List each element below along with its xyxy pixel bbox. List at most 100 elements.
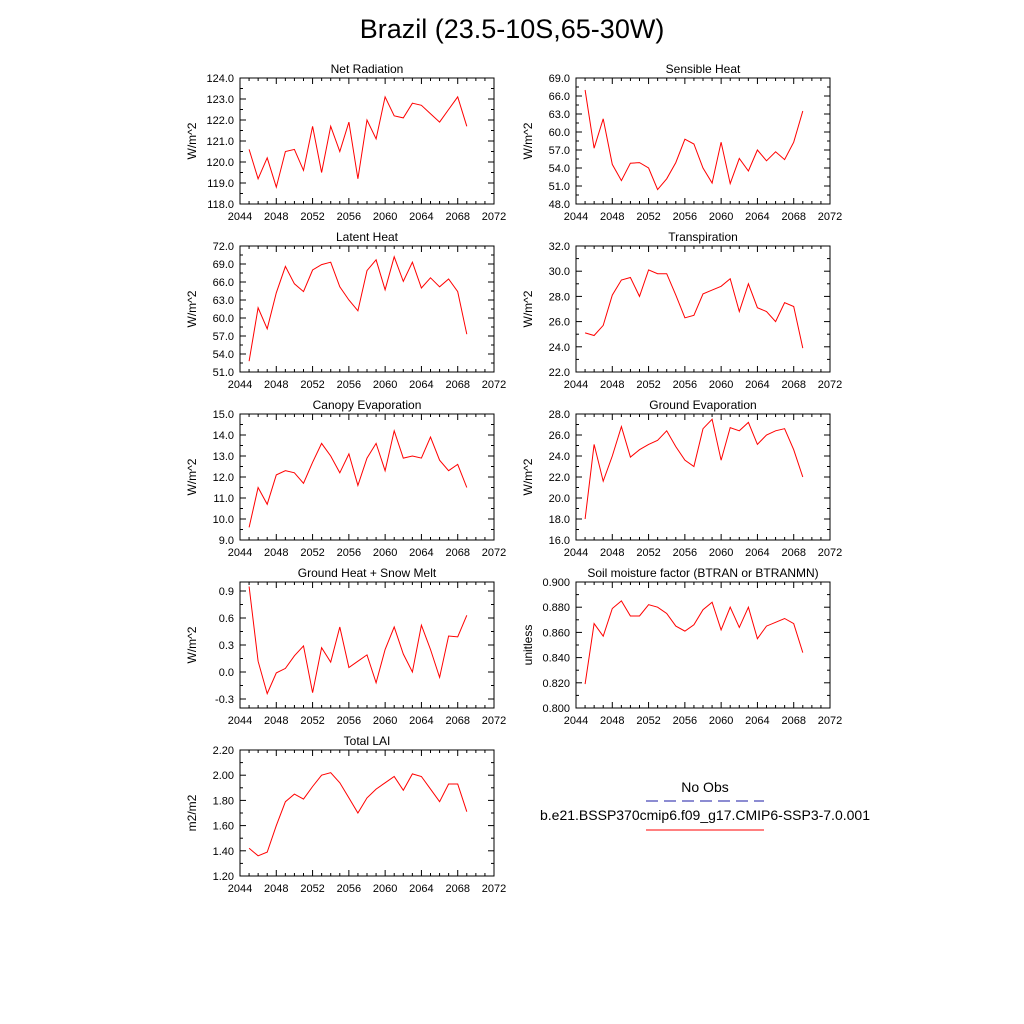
panel-6-title: Ground Evaporation	[649, 398, 756, 412]
panel-2-xtick-label: 2068	[781, 211, 805, 223]
panel-1-xtick-label: 2048	[264, 211, 288, 223]
panel-6-ytick-label: 16.0	[549, 535, 570, 547]
panel-9-title: Total LAI	[344, 734, 391, 748]
panel-7-ytick-label: 0.0	[219, 667, 234, 679]
panel-4-ytick-label: 24.0	[549, 342, 570, 354]
panel-4-xtick-label: 2056	[673, 379, 697, 391]
panel-6-ytick-label: 28.0	[549, 409, 570, 421]
panel-3-ytick-label: 63.0	[213, 295, 234, 307]
panel-6-series-line	[584, 418, 804, 520]
panel-9-ytick-label: 2.20	[213, 745, 234, 757]
panel-1-xtick-label: 2044	[228, 211, 252, 223]
panel-5-title: Canopy Evaporation	[313, 398, 422, 412]
panel-1-ytick-label: 122.0	[206, 115, 234, 127]
panel-3-ytick-label: 54.0	[213, 349, 234, 361]
panel-5-ytick-label: 13.0	[213, 451, 234, 463]
panel-1-ytick-label: 119.0	[207, 178, 234, 190]
panel-1-frame	[239, 77, 495, 205]
panel-4-ytick-label: 32.0	[549, 241, 570, 253]
panel-7-ytick-label: 0.6	[219, 613, 234, 625]
panel-8-ytick-label: 0.800	[542, 703, 570, 715]
panel-1-ytick-label: 123.0	[206, 94, 234, 106]
panel-2-xtick-label: 2052	[636, 211, 660, 223]
panel-5-xtick-label: 2072	[482, 547, 506, 559]
panel-6-ytick-label: 22.0	[549, 472, 570, 484]
legend-obs-label: No Obs	[681, 779, 729, 795]
panel-2-xtick-label: 2064	[745, 211, 769, 223]
panel-3-ylabel: W/m^2	[185, 290, 199, 327]
panel-3-title: Latent Heat	[336, 230, 399, 244]
panel-6-xtick-label: 2072	[818, 547, 842, 559]
panel-8-ytick-label: 0.840	[542, 653, 570, 665]
panel-5-ylabel: W/m^2	[185, 458, 199, 495]
panel-9-frame	[239, 749, 495, 877]
panel-3-xtick-label: 2044	[228, 379, 252, 391]
panel-3-frame	[239, 245, 495, 373]
panel-8-title: Soil moisture factor (BTRAN or BTRANMN)	[587, 566, 818, 580]
panel-2-xtick-label: 2060	[709, 211, 733, 223]
panel-4-ytick-label: 22.0	[549, 367, 570, 379]
panel-6-xtick-label: 2052	[636, 547, 660, 559]
panel-2-ytick-label: 51.0	[549, 181, 570, 193]
panel-7-ytick-label: -0.3	[215, 694, 234, 706]
panel-3-xtick-label: 2048	[264, 379, 288, 391]
panel-2-ytick-label: 66.0	[549, 91, 570, 103]
panel-2-ytick-label: 69.0	[549, 73, 570, 85]
panel-2-ytick-label: 54.0	[549, 163, 570, 175]
panel-8-frame	[575, 581, 831, 709]
panel-2-xtick-label: 2072	[818, 211, 842, 223]
panel-8-xtick-label: 2048	[600, 715, 624, 727]
panel-9-xtick-label: 2064	[409, 883, 433, 895]
panel-9-xtick-label: 2048	[264, 883, 288, 895]
panel-9-ytick-label: 2.00	[213, 770, 234, 782]
panel-2-ytick-label: 57.0	[549, 145, 570, 157]
panel-8-ylabel: unitless	[521, 625, 535, 666]
panel-4-ytick-label: 30.0	[549, 266, 570, 278]
panel-5-series-line	[248, 428, 468, 528]
panel-2-xtick-label: 2044	[564, 211, 588, 223]
panel-6-xtick-label: 2068	[781, 547, 805, 559]
panel-7-title: Ground Heat + Snow Melt	[298, 566, 437, 580]
panel-2-ytick-label: 48.0	[549, 199, 570, 211]
panel-5-ytick-label: 14.0	[213, 430, 234, 442]
panel-4-series-line	[584, 269, 804, 349]
panel-7-frame	[239, 581, 495, 709]
panel-2-frame	[575, 77, 831, 205]
panel-3-xtick-label: 2060	[373, 379, 397, 391]
panel-9-ytick-label: 1.40	[213, 846, 234, 858]
panel-2-title: Sensible Heat	[666, 62, 741, 76]
panel-4-xtick-label: 2068	[781, 379, 805, 391]
panel-4-xtick-label: 2048	[600, 379, 624, 391]
panel-6-xtick-label: 2056	[673, 547, 697, 559]
panel-9-xtick-label: 2056	[337, 883, 361, 895]
panel-1-ytick-label: 118.0	[207, 199, 234, 211]
panel-1-ytick-label: 121.0	[206, 136, 234, 148]
panel-6-xtick-label: 2044	[564, 547, 588, 559]
panel-4-ytick-label: 28.0	[549, 291, 570, 303]
panel-2-ytick-label: 63.0	[549, 109, 570, 121]
panel-7-xtick-label: 2048	[264, 715, 288, 727]
panel-5-ytick-label: 12.0	[213, 472, 234, 484]
panel-1-ytick-label: 120.0	[206, 157, 234, 169]
panel-1-ytick-label: 124.0	[206, 73, 234, 85]
panel-6-ytick-label: 18.0	[549, 514, 570, 526]
panel-6-xtick-label: 2064	[745, 547, 769, 559]
panel-4-title: Transpiration	[668, 230, 738, 244]
legend-model-label: b.e21.BSSP370cmip6.f09_g17.CMIP6-SSP3-7.…	[540, 807, 870, 823]
panel-7-ytick-label: 0.3	[219, 640, 234, 652]
panel-4-xtick-label: 2060	[709, 379, 733, 391]
panel-6-ytick-label: 24.0	[549, 451, 570, 463]
panel-7-xtick-label: 2060	[373, 715, 397, 727]
panel-8-xtick-label: 2064	[745, 715, 769, 727]
panel-6-ytick-label: 26.0	[549, 430, 570, 442]
panel-9-series-line	[248, 772, 468, 857]
panel-4-xtick-label: 2052	[636, 379, 660, 391]
panel-7-xtick-label: 2068	[445, 715, 469, 727]
panel-7-ytick-label: 0.9	[219, 586, 234, 598]
panel-2-ylabel: W/m^2	[521, 122, 535, 159]
panel-7-xtick-label: 2064	[409, 715, 433, 727]
panel-9-xtick-label: 2052	[300, 883, 324, 895]
page-title: Brazil (23.5-10S,65-30W)	[359, 14, 665, 44]
panel-9-xtick-label: 2072	[482, 883, 506, 895]
panel-8-xtick-label: 2056	[673, 715, 697, 727]
